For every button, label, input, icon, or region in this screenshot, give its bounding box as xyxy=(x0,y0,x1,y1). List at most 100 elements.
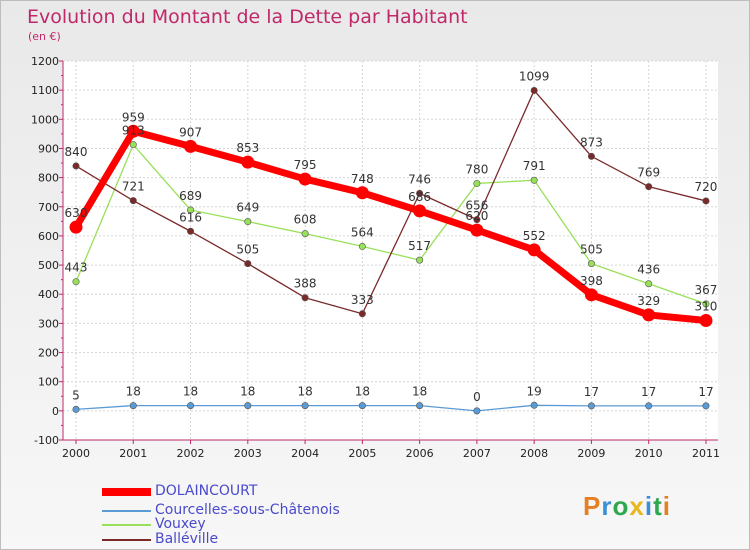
y-tick-label: 100 xyxy=(38,376,59,389)
data-point xyxy=(702,197,710,205)
data-label: 517 xyxy=(408,239,431,253)
data-point xyxy=(473,407,481,415)
data-point xyxy=(530,86,538,94)
y-tick-label: 900 xyxy=(38,142,59,155)
data-point xyxy=(642,308,656,322)
data-label: 505 xyxy=(580,243,603,257)
data-label: 18 xyxy=(355,385,370,399)
series-line xyxy=(75,404,706,412)
x-tick-label: 2008 xyxy=(520,447,548,460)
data-point xyxy=(129,141,137,149)
data-label: 398 xyxy=(580,274,603,288)
data-point xyxy=(416,256,424,264)
data-point xyxy=(473,216,481,224)
x-tick-label: 2009 xyxy=(577,447,605,460)
x-tick-label: 2006 xyxy=(406,447,434,460)
data-label: 18 xyxy=(126,385,141,399)
data-point xyxy=(184,139,198,153)
data-point xyxy=(244,260,252,268)
data-point xyxy=(301,294,309,302)
data-point xyxy=(298,172,312,186)
data-label: 0 xyxy=(473,390,481,404)
y-tick-label: 1200 xyxy=(31,55,59,68)
data-point xyxy=(527,243,541,257)
data-label: 17 xyxy=(641,385,656,399)
x-tick-label: 2010 xyxy=(635,447,663,460)
x-tick-label: 2002 xyxy=(177,447,205,460)
data-label: 630 xyxy=(65,206,88,220)
data-point xyxy=(301,230,309,238)
logo-letter: o xyxy=(612,491,630,521)
data-label: 436 xyxy=(637,263,660,277)
y-tick-label: 1100 xyxy=(31,84,59,97)
data-point xyxy=(645,183,653,191)
data-label: 746 xyxy=(408,172,431,186)
logo-letter: t xyxy=(653,491,663,521)
data-point xyxy=(69,220,83,234)
grid xyxy=(63,60,718,441)
data-point xyxy=(72,162,80,170)
data-label: 552 xyxy=(523,229,546,243)
data-point xyxy=(473,179,481,187)
data-point xyxy=(413,204,427,218)
legend-label: Balléville xyxy=(155,531,219,547)
logo-letter: r xyxy=(601,491,613,521)
data-label: 853 xyxy=(236,141,259,155)
y-tick-label: 0 xyxy=(52,405,59,418)
data-label: 791 xyxy=(523,159,546,173)
data-point xyxy=(702,402,710,410)
y-tick-label: 200 xyxy=(38,347,59,360)
data-label: 18 xyxy=(412,385,427,399)
y-tick-label: 800 xyxy=(38,172,59,185)
x-tick-label: 2005 xyxy=(348,447,376,460)
series-group: 5 18 18 18 18 18 18 0 19 17 17 17 443 913 689 649 608 564… xyxy=(65,69,718,415)
legend-label: Courcelles-sous-Châtenois xyxy=(155,502,340,518)
data-point xyxy=(358,310,366,318)
data-point xyxy=(244,402,252,410)
data-label: 780 xyxy=(465,162,488,176)
data-label: 367 xyxy=(695,283,718,297)
x-tick-label: 2011 xyxy=(692,447,720,460)
y-tick-label: -100 xyxy=(34,434,59,447)
legend-swatch xyxy=(102,524,151,526)
data-label: 748 xyxy=(351,172,374,186)
data-point xyxy=(416,189,424,197)
data-label: 913 xyxy=(122,124,145,138)
data-label: 873 xyxy=(580,135,603,149)
data-label: 564 xyxy=(351,225,374,239)
data-label: 620 xyxy=(465,209,488,223)
data-label: 17 xyxy=(584,385,599,399)
data-label: 649 xyxy=(236,201,259,215)
y-tick-label: 300 xyxy=(38,317,59,330)
data-label: 608 xyxy=(294,213,317,227)
data-point xyxy=(530,176,538,184)
data-label: 505 xyxy=(236,243,259,257)
data-label: 443 xyxy=(65,261,88,275)
legend-label: DOLAINCOURT xyxy=(155,483,258,499)
series-line xyxy=(75,89,707,315)
data-label: 689 xyxy=(179,189,202,203)
y-tick-label: 600 xyxy=(38,230,59,243)
x-tick-label: 2001 xyxy=(119,447,147,460)
logo-letter: i xyxy=(644,491,654,521)
data-label: 329 xyxy=(637,294,660,308)
data-point xyxy=(72,278,80,286)
chart-title: Evolution du Montant de la Dette par Hab… xyxy=(27,6,468,28)
legend-swatch xyxy=(102,510,151,512)
data-label: 769 xyxy=(637,166,660,180)
data-point xyxy=(584,288,598,302)
legend-swatch xyxy=(102,488,151,496)
x-tick-label: 2007 xyxy=(463,447,491,460)
data-label: 721 xyxy=(122,180,145,194)
data-point xyxy=(301,402,309,410)
data-point xyxy=(244,218,252,226)
data-point xyxy=(699,313,713,327)
data-point xyxy=(72,405,80,413)
data-point xyxy=(126,124,140,138)
data-point xyxy=(645,280,653,288)
data-label: 656 xyxy=(465,199,488,213)
logo-letter: x xyxy=(629,491,645,521)
data-label: 616 xyxy=(179,210,202,224)
